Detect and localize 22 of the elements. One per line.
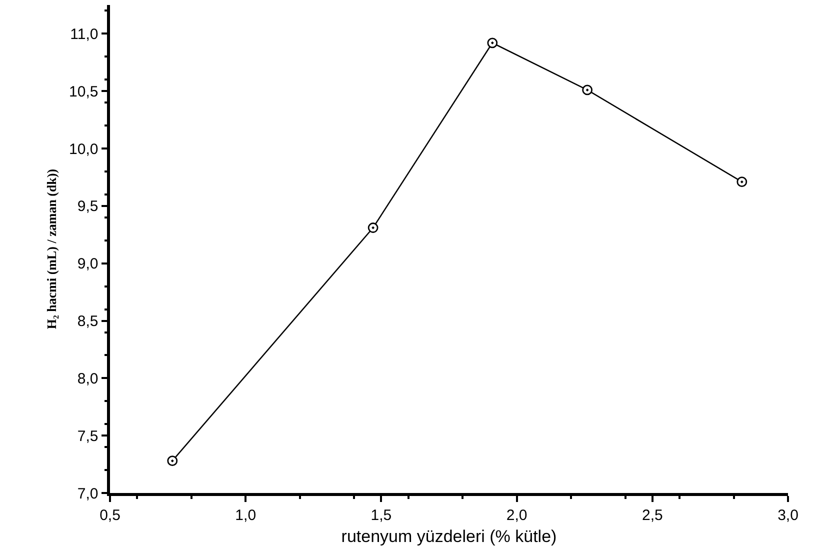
- y-tick-label: 10,5: [69, 83, 98, 100]
- y-tick-label: 10,0: [69, 140, 98, 158]
- y-axis-title: H₂ hacmi (mL) / zaman (dk)): [44, 168, 59, 330]
- x-tick-label: 2,5: [642, 506, 663, 524]
- point: [167, 456, 178, 466]
- x-tick-label: 1,5: [370, 506, 392, 524]
- y-tick-label: 11,0: [70, 26, 98, 43]
- y-tick-label: 7,0: [77, 485, 98, 502]
- point: [368, 222, 378, 233]
- x-axis-title: rutenyum yüzdeleri (% kütle): [341, 527, 557, 546]
- y-tick-label: 9,0: [77, 256, 98, 273]
- x-tick-label: 1,0: [235, 506, 256, 524]
- y-tick-label: 7,5: [77, 428, 98, 445]
- y-tick-label: 9,5: [77, 198, 98, 216]
- x-tick-label: 0,5: [100, 506, 120, 524]
- x-tick-label: 3,0: [778, 506, 798, 524]
- point: [487, 38, 498, 48]
- point: [582, 84, 593, 96]
- point: [736, 176, 748, 188]
- y-tick-label: 8,5: [77, 313, 98, 330]
- x-tick-label: 2,0: [506, 506, 528, 524]
- y-tick-label: 8,0: [77, 370, 98, 388]
